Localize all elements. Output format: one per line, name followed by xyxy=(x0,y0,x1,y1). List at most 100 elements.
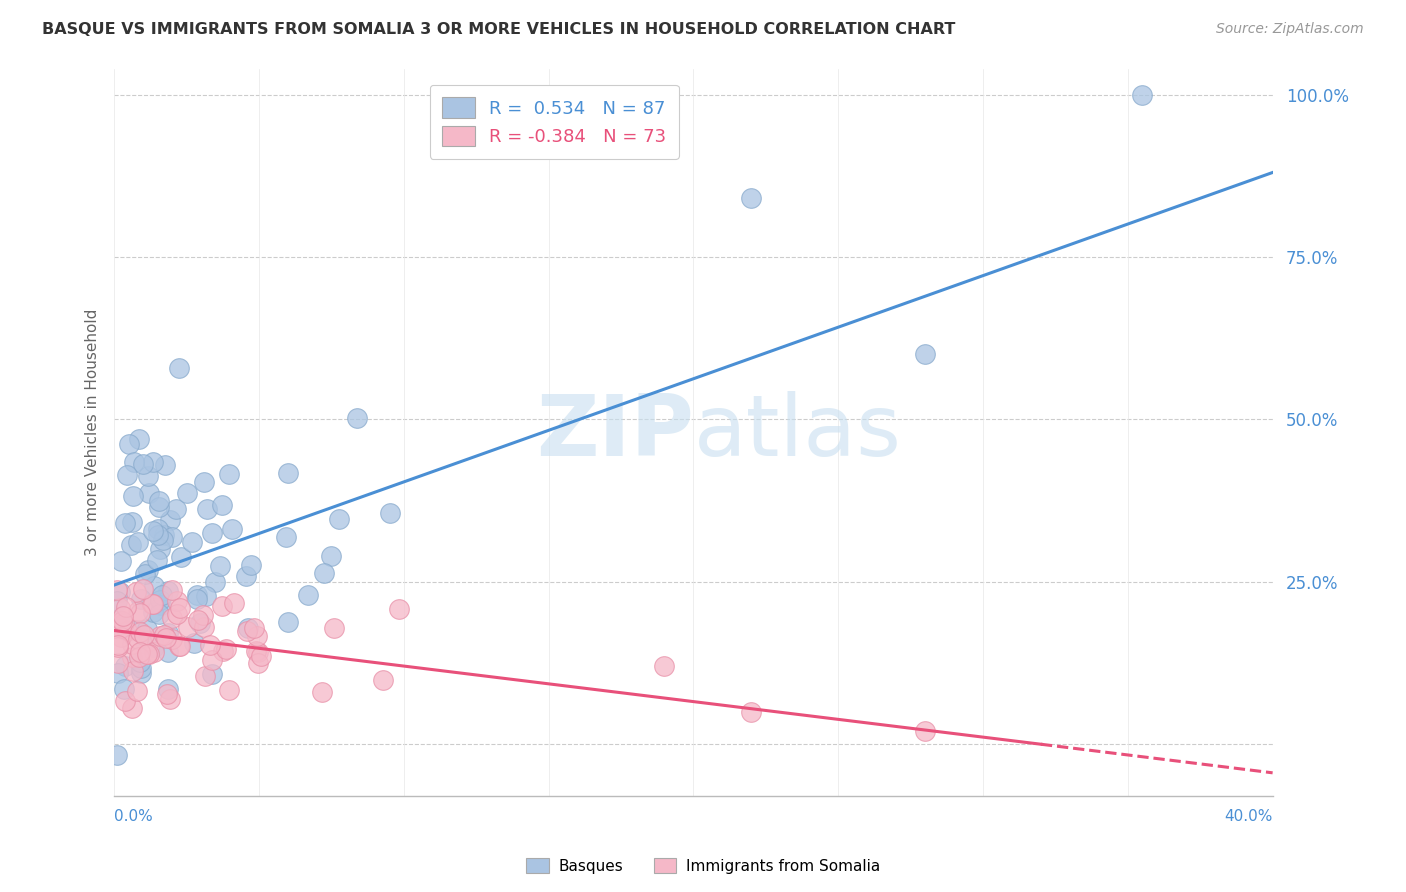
Point xyxy=(222,596,245,610)
Point xyxy=(166,607,188,622)
Point xyxy=(142,455,165,469)
Point xyxy=(112,682,135,697)
Y-axis label: 3 or more Vehicles in Household: 3 or more Vehicles in Household xyxy=(86,309,100,556)
Point xyxy=(142,640,165,654)
Point xyxy=(153,458,176,472)
Point xyxy=(160,611,183,625)
Point xyxy=(125,584,148,599)
Point xyxy=(138,647,160,661)
Point xyxy=(235,569,257,583)
Point xyxy=(740,191,762,205)
Point xyxy=(388,602,411,616)
Point xyxy=(148,607,170,622)
Point xyxy=(177,620,200,634)
Point xyxy=(122,489,145,503)
Point xyxy=(142,605,165,619)
Point xyxy=(215,641,238,656)
Point xyxy=(165,502,187,516)
Point xyxy=(247,657,270,671)
Point xyxy=(136,647,159,661)
Point xyxy=(1130,87,1153,102)
Point xyxy=(218,683,240,698)
Point xyxy=(120,538,142,552)
Point xyxy=(187,613,209,627)
Point xyxy=(169,639,191,653)
Point xyxy=(117,624,139,639)
Point xyxy=(162,583,184,598)
Text: ZIP: ZIP xyxy=(536,391,693,474)
Point xyxy=(138,486,160,500)
Point xyxy=(114,658,136,673)
Point xyxy=(117,468,139,483)
Point xyxy=(134,566,156,581)
Point xyxy=(107,640,129,655)
Point xyxy=(212,644,235,658)
Point xyxy=(204,575,226,590)
Point xyxy=(166,594,188,608)
Point xyxy=(146,527,169,541)
Point xyxy=(138,634,160,648)
Point xyxy=(176,486,198,500)
Point xyxy=(153,527,176,541)
Point xyxy=(121,637,143,651)
Text: BASQUE VS IMMIGRANTS FROM SOMALIA 3 OR MORE VEHICLES IN HOUSEHOLD CORRELATION CH: BASQUE VS IMMIGRANTS FROM SOMALIA 3 OR M… xyxy=(42,22,956,37)
Point xyxy=(311,685,333,699)
Point xyxy=(156,645,179,659)
Text: atlas: atlas xyxy=(693,391,901,474)
Point xyxy=(121,700,143,714)
Point xyxy=(107,666,129,681)
Text: 40.0%: 40.0% xyxy=(1225,809,1272,824)
Point xyxy=(107,638,129,652)
Point xyxy=(190,615,212,630)
Point xyxy=(195,501,218,516)
Point xyxy=(314,566,336,580)
Point xyxy=(249,648,271,663)
Point xyxy=(131,458,153,472)
Point xyxy=(274,530,297,544)
Point xyxy=(380,507,402,521)
Point xyxy=(114,694,136,708)
Point xyxy=(167,639,190,653)
Point xyxy=(914,347,936,361)
Point xyxy=(110,554,132,568)
Point xyxy=(323,621,346,635)
Point xyxy=(112,615,135,630)
Point xyxy=(221,522,243,536)
Point xyxy=(110,630,132,644)
Point xyxy=(110,601,132,615)
Point xyxy=(193,475,215,490)
Point xyxy=(122,455,145,469)
Point xyxy=(114,516,136,530)
Point xyxy=(142,524,165,539)
Point xyxy=(193,620,215,634)
Point xyxy=(169,549,191,564)
Point xyxy=(239,558,262,572)
Point xyxy=(193,608,215,623)
Point xyxy=(211,599,233,613)
Point xyxy=(152,533,174,548)
Point xyxy=(149,542,172,557)
Point xyxy=(136,564,159,578)
Point xyxy=(277,467,299,481)
Point xyxy=(156,625,179,640)
Text: Source: ZipAtlas.com: Source: ZipAtlas.com xyxy=(1216,22,1364,37)
Point xyxy=(135,637,157,651)
Point xyxy=(150,588,173,602)
Point xyxy=(156,583,179,598)
Point xyxy=(218,467,240,481)
Point xyxy=(121,649,143,664)
Point xyxy=(129,661,152,675)
Point xyxy=(108,613,131,627)
Point xyxy=(127,604,149,618)
Point xyxy=(108,584,131,599)
Point xyxy=(153,628,176,642)
Point xyxy=(277,615,299,630)
Point xyxy=(654,659,676,673)
Point xyxy=(105,748,128,763)
Point xyxy=(128,432,150,446)
Point xyxy=(142,597,165,611)
Point xyxy=(122,664,145,678)
Point xyxy=(180,534,202,549)
Point xyxy=(245,644,267,658)
Point xyxy=(914,724,936,739)
